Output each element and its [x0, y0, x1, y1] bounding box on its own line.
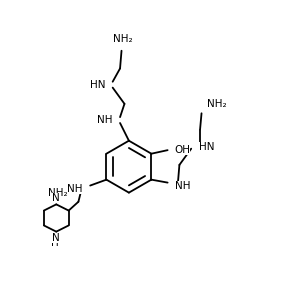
Text: NH: NH: [175, 181, 190, 191]
Text: N: N: [52, 233, 60, 243]
Text: HN: HN: [90, 80, 105, 90]
Text: NH₂: NH₂: [113, 34, 133, 44]
Text: NH₂: NH₂: [48, 188, 67, 198]
Text: NH: NH: [97, 115, 113, 125]
Text: H: H: [51, 238, 59, 248]
Text: NH: NH: [67, 184, 83, 194]
Text: N: N: [52, 193, 60, 203]
Text: OH: OH: [174, 145, 190, 155]
Text: HN: HN: [199, 142, 214, 152]
Text: NH₂: NH₂: [207, 99, 227, 109]
